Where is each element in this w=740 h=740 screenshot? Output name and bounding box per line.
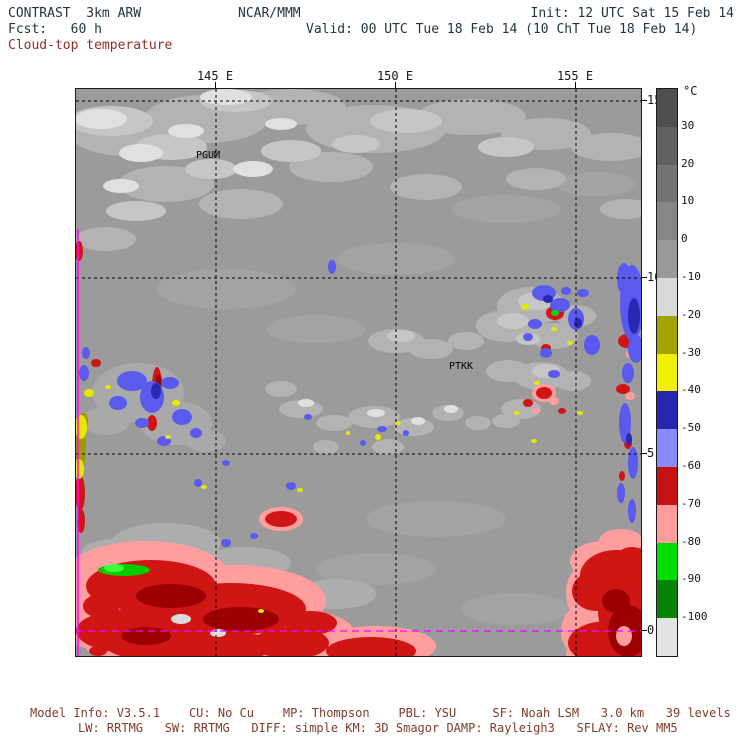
colorbar-unit: °C [683, 84, 698, 98]
valid-time: Valid: 00 UTC Tue 18 Feb 14 (10 ChT Tue … [306, 22, 698, 37]
colorbar-segment [657, 542, 677, 581]
colorbar-segment [657, 466, 677, 505]
colorbar-label: -80 [681, 534, 701, 548]
colorbar-segment [657, 240, 677, 278]
lon-label-155e: 155 E [556, 69, 594, 83]
colorbar-label: 10 [681, 194, 695, 208]
grid-lines [76, 89, 641, 656]
colorbar-segment [657, 580, 677, 619]
cloud-top-map-canvas [56, 89, 658, 669]
lon-label-150e: 150 E [376, 69, 414, 83]
colorbar-segments [656, 88, 678, 657]
tick-mark-lat-10n [641, 277, 647, 278]
cloud-layer-blue [79, 260, 644, 547]
colorbar-labels: 30 20 10 0 -10 -20 -30 -40 -50 -60 -70 -80 -90 -100 [681, 88, 725, 655]
colorbar-label: -20 [681, 307, 701, 321]
tick-mark-lat-5n [641, 453, 647, 454]
model-title: CONTRAST 3km ARW [8, 6, 142, 21]
init-time: Init: 12 UTC Sat 15 Feb 14 [530, 6, 735, 21]
cloud-top-map: PGUM PTKK [56, 88, 658, 669]
colorbar-label: -70 [681, 496, 701, 510]
model-info-line2: LW: RRTMG SW: RRTMG DIFF: simple KM: 3D … [78, 721, 678, 735]
colorbar-segment [657, 89, 677, 127]
colorbar-segment [657, 315, 677, 354]
colorbar-label: -50 [681, 421, 701, 435]
tick-mark-lat-0 [641, 630, 647, 631]
colorbar-segment [657, 391, 677, 430]
colorbar-segment [657, 277, 677, 316]
tick-mark-lon-150e [395, 82, 396, 88]
colorbar-segment [657, 164, 677, 203]
product-title: Cloud-top temperature [8, 38, 173, 53]
cloud-layer-yellow [74, 304, 583, 613]
colorbar-label: -10 [681, 270, 701, 283]
lat-label-0: 0 [647, 623, 655, 637]
tick-mark-lat-15n [641, 100, 647, 101]
station-label-pgum: PGUM [196, 150, 221, 161]
colorbar-segment [657, 126, 677, 165]
colorbar-segment [657, 429, 677, 467]
colorbar-label: 30 [681, 118, 695, 132]
colorbar-segment [657, 202, 677, 241]
lon-label-145e: 145 E [196, 69, 234, 83]
cloud-layer-navy [151, 295, 640, 445]
colorbar-label: -100 [681, 610, 708, 624]
colorbar-segment [657, 618, 677, 656]
colorbar-label: 0 [681, 232, 688, 246]
cloud-layer-faint [156, 172, 636, 625]
colorbar-label: -40 [681, 383, 701, 397]
colorbar-segment [657, 353, 677, 392]
forecast-hour: Fcst: 60 h [8, 22, 102, 37]
colorbar-label: -90 [681, 572, 701, 586]
colorbar-label: 20 [681, 156, 695, 170]
tick-mark-lon-155e [575, 82, 576, 88]
tick-mark-lon-145e [215, 82, 216, 88]
colorbar-label: -60 [681, 459, 701, 472]
colorbar-segment [657, 504, 677, 543]
cloud-layer-pink-inner [616, 626, 632, 646]
cloud-layer-green [98, 310, 559, 576]
center-name: NCAR/MMM [238, 6, 301, 21]
colorbar-label: -30 [681, 345, 701, 359]
station-label-ptkk: PTKK [449, 361, 474, 372]
model-info-line1: Model Info: V3.5.1 CU: No Cu MP: Thompso… [30, 706, 740, 720]
